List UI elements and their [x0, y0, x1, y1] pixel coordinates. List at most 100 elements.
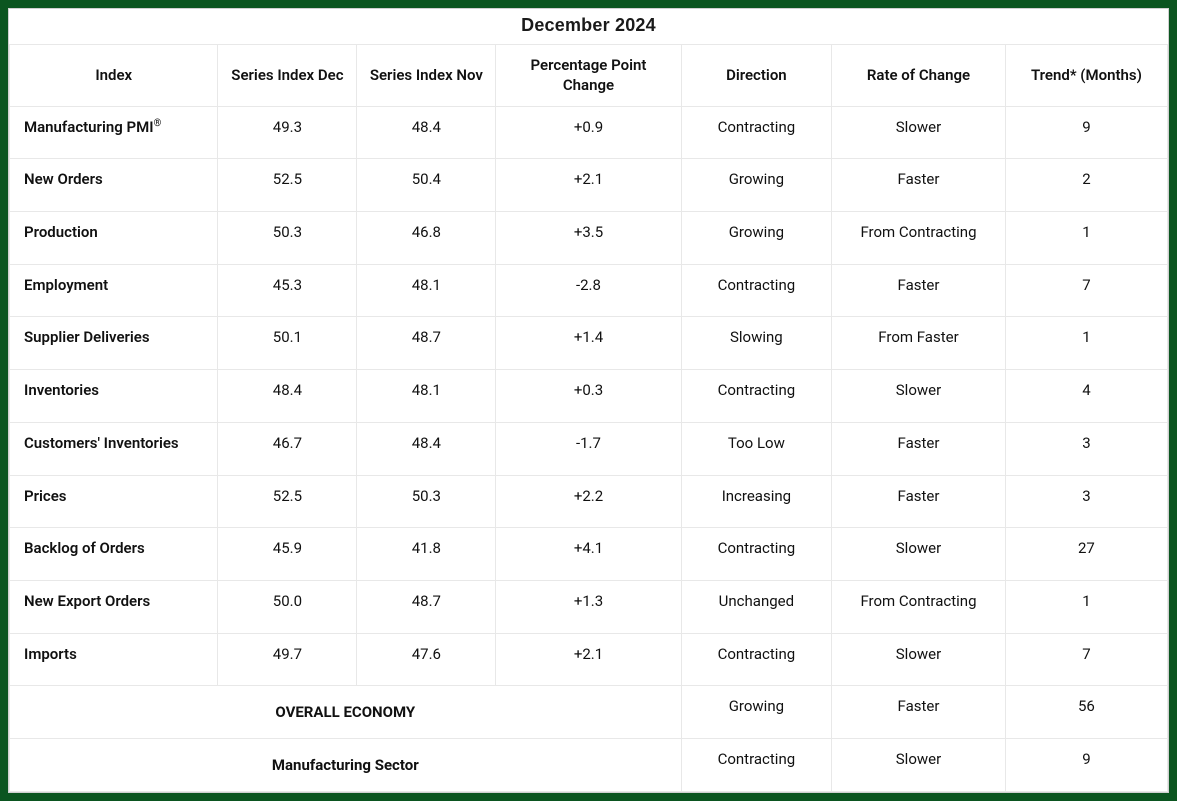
cell-trend: 1 [1005, 317, 1167, 370]
cell-dec: 48.4 [218, 370, 357, 423]
cell-direction: Contracting [681, 633, 832, 686]
cell-pct: +0.3 [496, 370, 681, 423]
cell-nov: 50.4 [357, 159, 496, 212]
cell-dec: 45.3 [218, 264, 357, 317]
cell-rate: Faster [832, 422, 1006, 475]
col-direction: Direction [681, 45, 832, 107]
cell-nov: 48.7 [357, 580, 496, 633]
summary-row: OVERALL ECONOMYGrowingFaster56 [10, 686, 1168, 739]
cell-nov: 48.1 [357, 370, 496, 423]
summary-direction: Growing [681, 686, 832, 739]
table-row: Imports49.747.6+2.1ContractingSlower7 [10, 633, 1168, 686]
row-index-name: New Export Orders [10, 580, 218, 633]
cell-dec: 52.5 [218, 159, 357, 212]
summary-direction: Contracting [681, 739, 832, 792]
cell-dec: 49.3 [218, 106, 357, 159]
cell-dec: 52.5 [218, 475, 357, 528]
row-index-name: Supplier Deliveries [10, 317, 218, 370]
cell-direction: Slowing [681, 317, 832, 370]
col-dec: Series Index Dec [218, 45, 357, 107]
cell-rate: From Contracting [832, 211, 1006, 264]
cell-rate: From Faster [832, 317, 1006, 370]
cell-nov: 48.7 [357, 317, 496, 370]
table-row: New Orders52.550.4+2.1GrowingFaster2 [10, 159, 1168, 212]
cell-trend: 7 [1005, 633, 1167, 686]
table-body: Manufacturing PMI®49.348.4+0.9Contractin… [10, 106, 1168, 792]
cell-dec: 50.0 [218, 580, 357, 633]
summary-label: Manufacturing Sector [10, 739, 682, 792]
cell-pct: -2.8 [496, 264, 681, 317]
cell-nov: 47.6 [357, 633, 496, 686]
outer-frame: December 2024 Index Series Index Dec Ser… [0, 0, 1177, 801]
cell-nov: 48.4 [357, 106, 496, 159]
cell-pct: +4.1 [496, 528, 681, 581]
cell-direction: Increasing [681, 475, 832, 528]
cell-direction: Contracting [681, 528, 832, 581]
table-row: Prices52.550.3+2.2IncreasingFaster3 [10, 475, 1168, 528]
cell-trend: 4 [1005, 370, 1167, 423]
cell-trend: 1 [1005, 211, 1167, 264]
row-index-name: New Orders [10, 159, 218, 212]
cell-pct: +1.3 [496, 580, 681, 633]
table-row: Supplier Deliveries50.148.7+1.4SlowingFr… [10, 317, 1168, 370]
cell-trend: 3 [1005, 475, 1167, 528]
cell-direction: Growing [681, 159, 832, 212]
row-index-name: Manufacturing PMI® [10, 106, 218, 159]
cell-pct: +3.5 [496, 211, 681, 264]
col-trend: Trend* (Months) [1005, 45, 1167, 107]
cell-rate: Faster [832, 159, 1006, 212]
summary-rate: Faster [832, 686, 1006, 739]
row-index-name: Inventories [10, 370, 218, 423]
summary-trend: 56 [1005, 686, 1167, 739]
registered-mark: ® [154, 118, 162, 129]
pmi-table: Index Series Index Dec Series Index Nov … [9, 44, 1168, 792]
col-nov: Series Index Nov [357, 45, 496, 107]
col-pct: Percentage Point Change [496, 45, 681, 107]
table-header: Index Series Index Dec Series Index Nov … [10, 45, 1168, 107]
cell-trend: 7 [1005, 264, 1167, 317]
cell-rate: Slower [832, 528, 1006, 581]
cell-trend: 1 [1005, 580, 1167, 633]
cell-rate: Slower [832, 370, 1006, 423]
table-row: Inventories48.448.1+0.3ContractingSlower… [10, 370, 1168, 423]
cell-dec: 45.9 [218, 528, 357, 581]
cell-nov: 48.1 [357, 264, 496, 317]
cell-nov: 50.3 [357, 475, 496, 528]
cell-pct: +0.9 [496, 106, 681, 159]
cell-rate: Slower [832, 106, 1006, 159]
cell-direction: Unchanged [681, 580, 832, 633]
table-row: New Export Orders50.048.7+1.3UnchangedFr… [10, 580, 1168, 633]
cell-pct: -1.7 [496, 422, 681, 475]
summary-label: OVERALL ECONOMY [10, 686, 682, 739]
summary-row: Manufacturing SectorContractingSlower9 [10, 739, 1168, 792]
table-row: Customers' Inventories46.748.4-1.7Too Lo… [10, 422, 1168, 475]
cell-rate: Slower [832, 633, 1006, 686]
cell-pct: +1.4 [496, 317, 681, 370]
cell-trend: 27 [1005, 528, 1167, 581]
cell-trend: 3 [1005, 422, 1167, 475]
row-index-name: Backlog of Orders [10, 528, 218, 581]
cell-direction: Growing [681, 211, 832, 264]
report-panel: December 2024 Index Series Index Dec Ser… [8, 8, 1169, 793]
row-index-name: Employment [10, 264, 218, 317]
cell-dec: 49.7 [218, 633, 357, 686]
cell-dec: 50.1 [218, 317, 357, 370]
table-row: Manufacturing PMI®49.348.4+0.9Contractin… [10, 106, 1168, 159]
row-index-name: Prices [10, 475, 218, 528]
cell-direction: Too Low [681, 422, 832, 475]
cell-pct: +2.1 [496, 159, 681, 212]
cell-pct: +2.2 [496, 475, 681, 528]
cell-rate: Faster [832, 475, 1006, 528]
cell-direction: Contracting [681, 106, 832, 159]
cell-rate: From Contracting [832, 580, 1006, 633]
cell-nov: 41.8 [357, 528, 496, 581]
table-row: Employment45.348.1-2.8ContractingFaster7 [10, 264, 1168, 317]
cell-pct: +2.1 [496, 633, 681, 686]
summary-rate: Slower [832, 739, 1006, 792]
cell-dec: 50.3 [218, 211, 357, 264]
cell-dec: 46.7 [218, 422, 357, 475]
col-index: Index [10, 45, 218, 107]
row-index-name: Imports [10, 633, 218, 686]
row-index-name: Production [10, 211, 218, 264]
cell-direction: Contracting [681, 264, 832, 317]
